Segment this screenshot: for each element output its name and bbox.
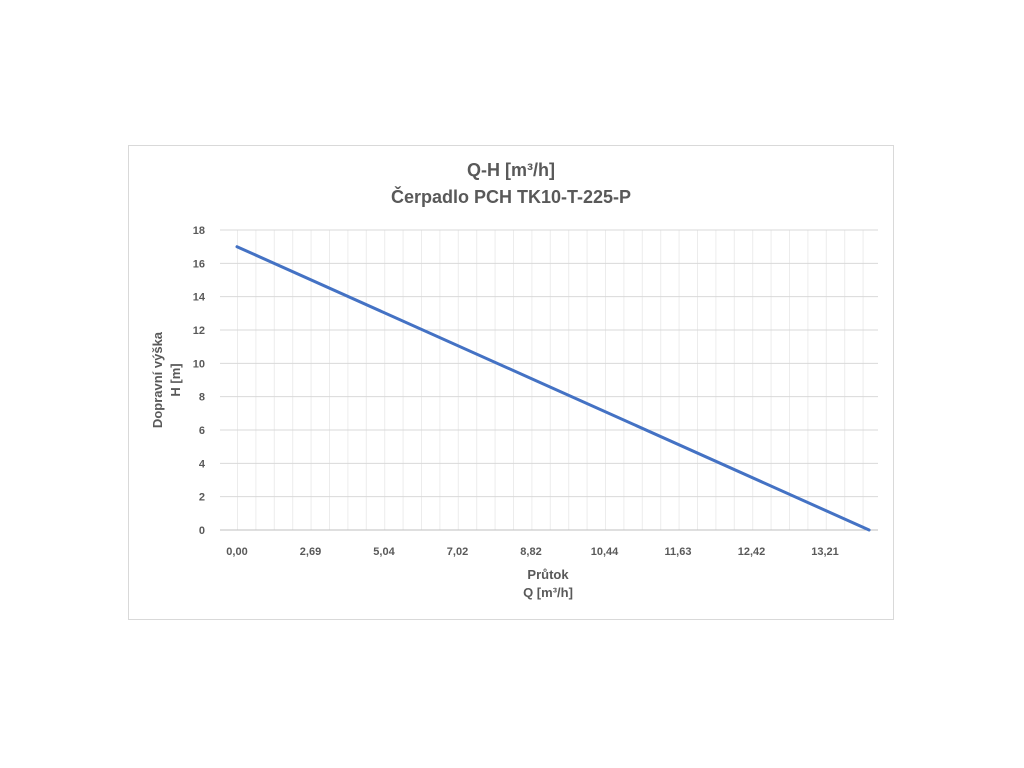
x-axis-title-line-2: Q [m³/h] [523, 585, 573, 600]
x-tick-label: 7,02 [447, 546, 468, 558]
y-tick-label: 8 [199, 392, 205, 404]
y-axis-title-line-2: H [m] [168, 363, 183, 396]
y-tick-label: 16 [193, 258, 205, 270]
x-tick-label: 10,44 [591, 546, 619, 558]
y-tick-label: 12 [193, 325, 205, 337]
x-tick-label: 0,00 [226, 546, 247, 558]
x-tick-label: 12,42 [738, 546, 766, 558]
y-tick-labels: 0 2 4 6 8 10 12 14 16 18 [193, 225, 206, 537]
y-tick-label: 10 [193, 358, 205, 370]
y-axis-title-line-1: Dopravní výška [150, 331, 165, 428]
y-tick-label: 4 [199, 458, 206, 470]
series-line [235, 245, 871, 532]
chart-title: Q-H [m³/h] [467, 160, 555, 180]
x-axis-title-line-1: Průtok [527, 567, 569, 582]
grid-lines [220, 229, 878, 531]
series-layer [235, 245, 871, 532]
x-tick-labels: 0,00 2,69 5,04 7,02 8,82 10,44 11,63 12,42 13,21 [226, 546, 838, 558]
x-tick-label: 5,04 [373, 546, 395, 558]
y-tick-label: 6 [199, 425, 205, 437]
y-tick-label: 0 [199, 525, 205, 537]
x-tick-label: 2,69 [300, 546, 321, 558]
y-tick-label: 18 [193, 225, 205, 237]
x-tick-label: 11,63 [665, 546, 692, 558]
y-tick-label: 14 [193, 292, 206, 304]
x-tick-label: 8,82 [520, 546, 541, 558]
y-tick-label: 2 [199, 492, 205, 504]
chart-subtitle: Čerpadlo PCH TK10-T-225-P [390, 187, 632, 207]
x-tick-label: 13,21 [811, 546, 839, 558]
